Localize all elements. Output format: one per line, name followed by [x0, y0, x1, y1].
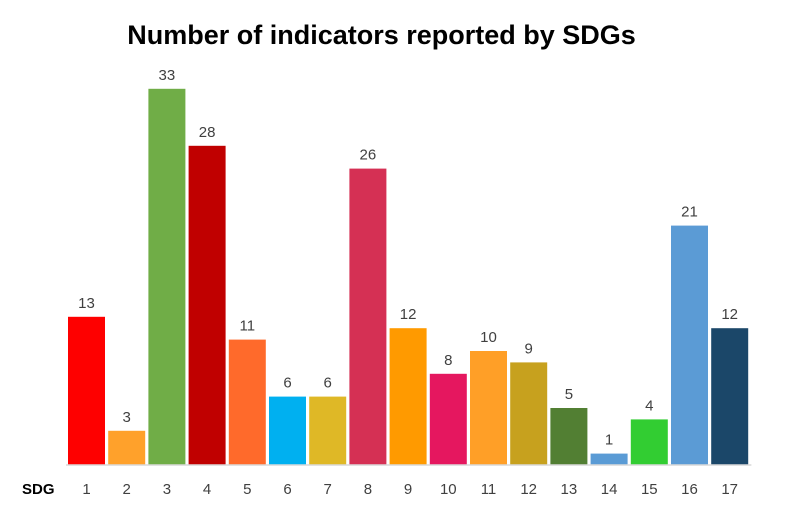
x-axis-label: SDG: [22, 481, 55, 498]
x-tick-label-2: 2: [123, 481, 131, 498]
value-label-sdg-17: 12: [721, 306, 738, 323]
x-tick-label-7: 7: [324, 481, 332, 498]
bar-sdg-10: [429, 373, 467, 465]
value-label-sdg-4: 28: [199, 124, 216, 141]
bar-sdg-8: [349, 168, 387, 465]
value-label-sdg-8: 26: [360, 147, 377, 164]
value-label-sdg-16: 21: [681, 204, 698, 221]
value-label-sdg-1: 13: [78, 295, 95, 312]
bar-sdg-1: [68, 316, 105, 465]
value-label-sdg-9: 12: [400, 306, 417, 323]
bar-sdg-3: [148, 88, 186, 466]
x-tick-label-16: 16: [681, 481, 698, 498]
x-tick-label-3: 3: [163, 481, 171, 498]
x-tick-label-5: 5: [243, 481, 251, 498]
x-tick-label-12: 12: [520, 481, 537, 498]
value-label-sdg-14: 1: [605, 432, 613, 449]
value-label-sdg-12: 9: [525, 340, 533, 357]
bar-sdg-16: [671, 225, 708, 465]
value-label-sdg-7: 6: [324, 375, 332, 392]
bar-sdg-15: [630, 419, 668, 465]
bar-sdg-17: [711, 328, 749, 465]
x-tick-label-17: 17: [721, 481, 738, 498]
value-label-sdg-5: 11: [240, 318, 256, 335]
bar-sdg-7: [309, 396, 347, 465]
bar-sdg-6: [269, 396, 306, 465]
bar-sdg-12: [510, 362, 548, 465]
value-label-sdg-10: 8: [444, 352, 452, 369]
x-tick-label-11: 11: [481, 481, 497, 498]
x-tick-label-8: 8: [364, 481, 372, 498]
x-tick-label-10: 10: [440, 481, 457, 498]
chart-title: Number of indicators reported by SDGs: [127, 20, 636, 50]
bar-sdg-11: [470, 351, 507, 465]
value-label-sdg-11: 10: [480, 329, 497, 346]
x-tick-label-14: 14: [601, 481, 618, 498]
x-tick-label-4: 4: [203, 481, 211, 498]
bars-layer: [68, 88, 749, 466]
x-ticks-layer: 1 2 3 4 5 6 7 8 9 10 11 12 13 14 15 16 17: [82, 481, 738, 498]
value-label-sdg-2: 3: [123, 409, 131, 426]
bar-sdg-9: [389, 328, 427, 465]
bar-sdg-4: [188, 145, 226, 466]
x-tick-label-9: 9: [404, 481, 412, 498]
value-label-sdg-6: 6: [283, 375, 291, 392]
bar-sdg-14: [590, 453, 628, 465]
value-label-sdg-3: 33: [159, 67, 176, 84]
value-label-sdg-15: 4: [645, 397, 653, 414]
bar-sdg-13: [550, 408, 588, 465]
x-tick-label-13: 13: [561, 481, 578, 498]
x-tick-label-15: 15: [641, 481, 658, 498]
value-label-sdg-13: 5: [565, 386, 573, 403]
bar-sdg-5: [228, 339, 266, 465]
x-tick-label-1: 1: [82, 481, 90, 498]
bar-sdg-2: [108, 430, 146, 465]
x-tick-label-6: 6: [283, 481, 291, 498]
